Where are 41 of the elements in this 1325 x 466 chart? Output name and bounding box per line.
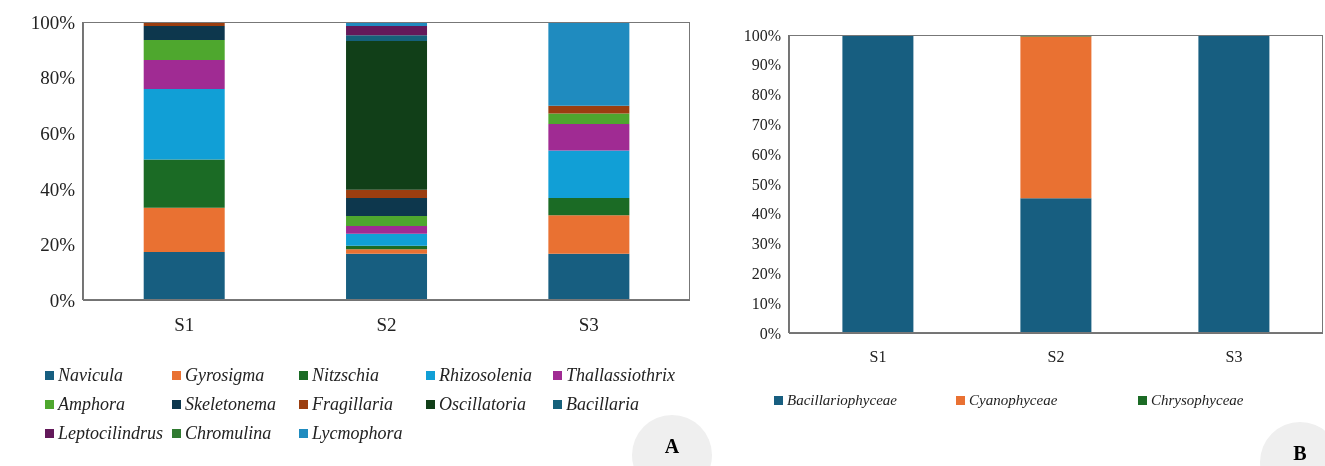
legend-label: Chromulina	[185, 423, 272, 444]
legend-label: Gyrosigma	[185, 365, 265, 386]
y-tick-label: 0%	[759, 324, 781, 342]
y-tick-label: 50%	[751, 175, 781, 193]
x-tick-label: S1	[869, 348, 887, 366]
x-tick-label: S2	[1047, 348, 1065, 366]
legend-label: Rhizosolenia	[439, 365, 532, 386]
y-tick-label: 100%	[30, 11, 76, 33]
legend-label: Amphora	[58, 394, 125, 415]
y-tick-label: 60%	[40, 122, 76, 144]
y-tick-label: 80%	[40, 67, 76, 89]
y-tick-label: 80%	[751, 86, 781, 104]
y-tick-label: 20%	[751, 265, 781, 283]
legend-label: Oscillatoria	[439, 394, 527, 415]
y-tick-label: 40%	[751, 205, 781, 223]
x-tick-label: S1	[174, 314, 195, 336]
legend-label: Bacillaria	[566, 394, 639, 415]
x-tick-label: S3	[578, 314, 599, 336]
legend-label: Nitzschia	[312, 365, 380, 386]
text: B	[1293, 442, 1307, 465]
legend-label: Bacillariophyceae	[787, 392, 897, 409]
y-tick-label: 20%	[40, 234, 76, 256]
legend-label: Lycmophora	[312, 423, 403, 444]
text: A	[664, 435, 680, 458]
y-tick-label: 40%	[40, 178, 76, 200]
y-tick-label: 70%	[751, 116, 781, 134]
legend-label: Fragillaria	[312, 394, 394, 415]
legend-label: Skeletonema	[185, 394, 276, 415]
y-tick-label: 0%	[49, 289, 76, 311]
y-tick-label: 90%	[751, 56, 781, 74]
y-tick-label: 100%	[743, 26, 781, 44]
legend-label: Leptocilindrus	[58, 423, 164, 444]
legend-label: Chrysophyceae	[1151, 392, 1244, 409]
legend-label: Navicula	[58, 365, 123, 386]
y-tick-label: 30%	[751, 235, 781, 253]
y-tick-label: 10%	[751, 294, 781, 312]
legend-label: Cyanophyceae	[969, 392, 1058, 409]
x-tick-label: S3	[1225, 348, 1243, 366]
legend-label: Thallassiothrix	[566, 365, 676, 386]
x-tick-label: S2	[376, 314, 397, 336]
y-tick-label: 60%	[751, 145, 781, 163]
